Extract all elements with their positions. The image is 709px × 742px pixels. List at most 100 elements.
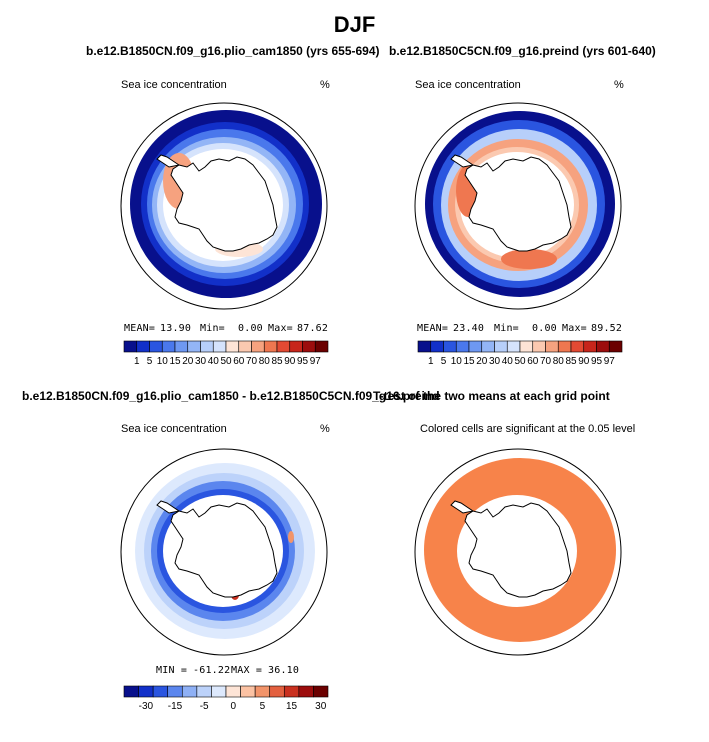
panel2-colorbar-swatch-1 — [430, 340, 444, 353]
panel2-max-label: Max= — [562, 323, 587, 334]
panel1-units: % — [320, 79, 330, 91]
panel1-colorbar-tick-label: 50 — [220, 356, 232, 367]
panel1-colorbar-swatch-15 — [314, 340, 329, 353]
panel1-colorbar-swatch-2 — [149, 340, 163, 353]
panel2-colorbar-swatch-3 — [455, 340, 470, 353]
panel2-map-border — [414, 102, 622, 310]
panel1-map — [120, 102, 328, 310]
panel1-colorbar-swatch-12 — [276, 340, 291, 353]
panel3-colorbar-swatch-8 — [240, 685, 256, 698]
panel1-colorbar-swatch-1 — [136, 340, 150, 353]
panel1-colorbar-tick-label: 85 — [271, 356, 283, 367]
panel1-colorbar-swatch-7 — [212, 340, 227, 353]
panel1-colorbar-swatch-13 — [289, 340, 303, 353]
panel2-units: % — [614, 79, 624, 91]
panel1-left-label: Sea ice concentration — [121, 79, 227, 91]
panel3-colorbar-swatch-11 — [283, 685, 300, 698]
panel1-colorbar-tick-label: 1 — [134, 356, 140, 367]
panel2-mean-value: 23.40 — [453, 323, 485, 334]
panel1-colorbar: 1 5 10 15 20 30 40 50 60 70 80 85 90 95 97 — [123, 340, 329, 367]
panel2-colorbar-swatch-8 — [519, 340, 534, 353]
panel3-colorbar-swatch-0 — [123, 685, 139, 698]
panel4-peninsula — [450, 500, 475, 514]
panel1-colorbar-tick-label: 10 — [157, 356, 169, 367]
panel3-title: b.e12.B1850CN.f09_g16.plio_cam1850 - b.e… — [22, 389, 440, 403]
panel2-colorbar-tick-label: 20 — [476, 356, 488, 367]
panel3-map — [120, 448, 328, 656]
panel3-colorbar-swatch-3 — [167, 685, 183, 698]
panel1-colorbar-swatch-14 — [302, 340, 316, 353]
panel2-mean-label: MEAN= — [417, 323, 449, 334]
panel3-antarctica — [170, 502, 278, 598]
panel2-min-value: 0.00 — [532, 323, 557, 334]
panel2-colorbar-tick-label: 80 — [553, 356, 565, 367]
panel1-min-value: 0.00 — [238, 323, 263, 334]
panel1-colorbar-tick-label: 15 — [169, 356, 181, 367]
panel2-colorbar-tick-label: 10 — [451, 356, 463, 367]
panel2-colorbar-tick-label: 5 — [441, 356, 447, 367]
panel1-colorbar-swatch-6 — [200, 340, 214, 353]
panel4-title: T-test of the two means at each grid poi… — [373, 389, 610, 403]
panel3-colorbar-tick-label: -30 — [139, 701, 154, 712]
figure-title: DJF — [333, 12, 376, 37]
panel3-colorbar-tick-label: 0 — [231, 701, 237, 712]
panel2-antarctica — [464, 156, 572, 252]
panel2-title: b.e12.B1850C5CN.f09_g16.preind (yrs 601-… — [389, 44, 656, 58]
panel1-peninsula — [156, 154, 181, 168]
panel2-colorbar-swatch-7 — [506, 340, 521, 353]
panel2-colorbar-swatch-15 — [608, 340, 623, 353]
panel2-max-value: 89.52 — [591, 323, 623, 334]
panel1-max-label: Max= — [268, 323, 293, 334]
panel1-colorbar-tick-label: 70 — [246, 356, 258, 367]
panel1-colorbar-tick-label: 5 — [147, 356, 153, 367]
panel1-colorbar-tick-label: 60 — [233, 356, 245, 367]
panel1-mean-label: MEAN= — [124, 323, 156, 334]
panel1-colorbar-swatch-5 — [187, 340, 201, 353]
panel2-colorbar-swatch-10 — [545, 340, 559, 353]
panel1-colorbar-tick-label: 30 — [195, 356, 207, 367]
panel2-colorbar-tick-label: 40 — [502, 356, 514, 367]
panel2-colorbar-tick-label: 50 — [514, 356, 526, 367]
panel3-map-border — [120, 448, 328, 656]
panel3-colorbar-swatch-10 — [269, 685, 285, 698]
panel1-colorbar-swatch-10 — [251, 340, 265, 353]
panel2-colorbar-swatch-9 — [532, 340, 546, 353]
panel3-colorbar-tick-label: -5 — [200, 701, 209, 712]
panel2-colorbar-swatch-6 — [494, 340, 508, 353]
panel1-min-label: Min= — [200, 323, 225, 334]
panel3-max-label: MAX = — [231, 665, 263, 676]
panel3-colorbar-tick-label: 5 — [260, 701, 266, 712]
panel2-colorbar-tick-label: 95 — [591, 356, 603, 367]
panel1-colorbar-tick-label: 97 — [310, 356, 322, 367]
panel3-peninsula — [156, 500, 181, 514]
panel2-colorbar-tick-label: 85 — [565, 356, 577, 367]
panel3-left-label: Sea ice concentration — [121, 423, 227, 435]
panel2-colorbar-swatch-2 — [443, 340, 457, 353]
panel1-colorbar-swatch-8 — [225, 340, 240, 353]
panel2-peninsula — [450, 154, 475, 168]
panel2-colorbar-swatch-12 — [570, 340, 585, 353]
panel2-colorbar-tick-label: 90 — [578, 356, 590, 367]
panel1-colorbar-tick-label: 20 — [182, 356, 194, 367]
panel1-max-value: 87.62 — [297, 323, 329, 334]
panel3-colorbar-swatch-1 — [138, 685, 154, 698]
panel4-subtitle: Colored cells are significant at the 0.0… — [420, 423, 636, 435]
panel3-colorbar-swatch-9 — [254, 685, 271, 698]
panel4-map-border — [414, 448, 622, 656]
panel2-colorbar-tick-label: 30 — [489, 356, 501, 367]
panel2-colorbar: 1 5 10 15 20 30 40 50 60 70 80 85 90 95 97 — [417, 340, 623, 367]
panel2-colorbar-swatch-4 — [468, 340, 483, 353]
panel4-antarctica — [464, 502, 572, 598]
panel2-min-label: Min= — [494, 323, 519, 334]
panel3-colorbar-swatch-12 — [298, 685, 314, 698]
panel3-colorbar-tick-label: 30 — [315, 701, 327, 712]
panel3-min-label: MIN = — [156, 665, 188, 676]
panel1-colorbar-tick-label: 80 — [259, 356, 271, 367]
panel3-colorbar-swatch-4 — [181, 685, 198, 698]
panel1-colorbar-swatch-11 — [263, 340, 278, 353]
panel3-colorbar-swatch-13 — [313, 685, 329, 698]
panel2-colorbar-tick-label: 97 — [604, 356, 616, 367]
panel1-colorbar-swatch-4 — [174, 340, 189, 353]
panel1-colorbar-tick-label: 95 — [297, 356, 309, 367]
panel3-colorbar: -30 -15 -5 0 5 15 30 — [123, 685, 329, 712]
